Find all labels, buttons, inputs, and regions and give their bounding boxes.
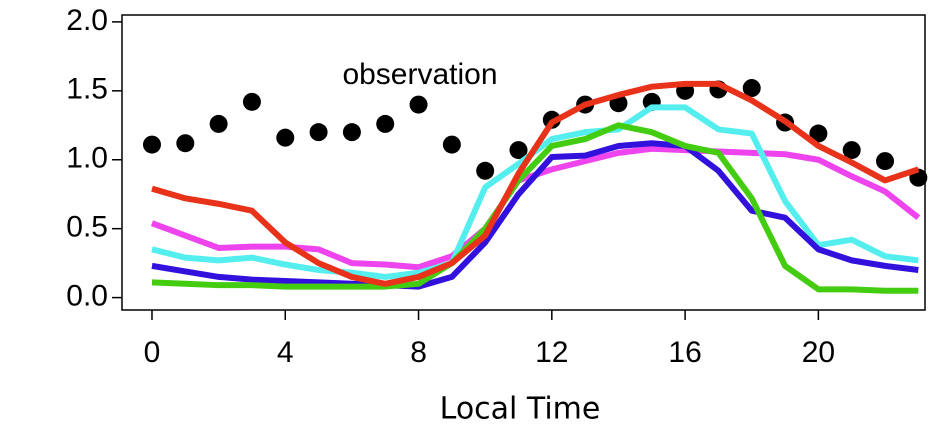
observation-point (509, 141, 528, 160)
observation-point (176, 134, 195, 153)
observation-point (809, 124, 828, 143)
observation-point (842, 141, 861, 160)
observation-point (242, 92, 261, 111)
observation-point (742, 79, 761, 98)
observation-point (376, 114, 395, 133)
x-tick-label: 4 (277, 336, 294, 369)
series-line (151, 80, 920, 287)
series-line (151, 140, 919, 290)
observation-point (309, 123, 328, 142)
observation-point (276, 128, 295, 147)
observation-point (142, 135, 161, 154)
observation-point (409, 95, 428, 114)
x-tick-label: 8 (410, 336, 427, 369)
x-tick-label: 0 (144, 336, 161, 369)
y-tick-label: 1.0 (66, 142, 108, 175)
y-tick-label: 1.5 (66, 73, 108, 106)
annotation: observation (342, 58, 497, 91)
y-tick-label: 2.0 (66, 4, 108, 37)
observation-point (442, 135, 461, 154)
x-tick-label: 20 (802, 336, 835, 369)
observation-point (476, 161, 495, 180)
y-tick-label: 0.0 (66, 280, 108, 313)
y-tick-label: 0.5 (66, 211, 108, 244)
x-axis-label: Local Time (440, 392, 601, 427)
observation-point (876, 152, 895, 171)
plot-frame (121, 14, 926, 311)
observation-point (209, 114, 228, 133)
x-tick-label: 16 (668, 336, 701, 369)
observation-point (342, 123, 361, 142)
x-tick-label: 12 (535, 336, 568, 369)
series-line (151, 122, 919, 294)
